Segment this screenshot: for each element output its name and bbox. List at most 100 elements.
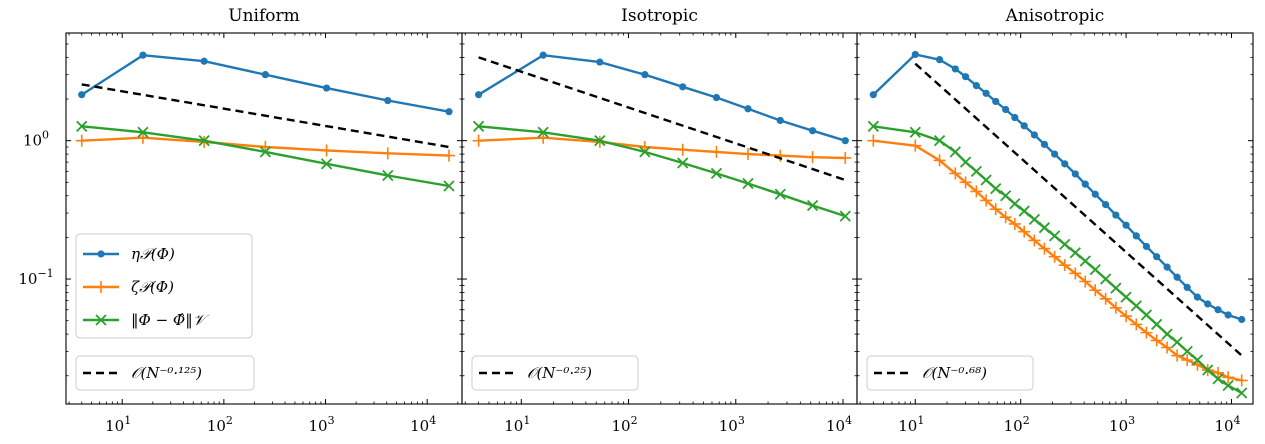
data-point bbox=[1051, 150, 1059, 158]
data-point bbox=[1181, 345, 1193, 358]
data-point bbox=[1238, 315, 1246, 324]
data-point bbox=[322, 84, 331, 92]
data-point bbox=[1122, 221, 1130, 229]
data-point bbox=[1191, 354, 1204, 366]
series-zeta bbox=[75, 131, 455, 162]
x-tick-label: 104 bbox=[410, 414, 436, 435]
data-point bbox=[1020, 122, 1028, 130]
data-point bbox=[596, 58, 604, 66]
y-tick-label: 100 bbox=[23, 129, 49, 150]
data-point bbox=[1204, 300, 1212, 308]
data-point bbox=[1071, 170, 1079, 178]
legend-box bbox=[75, 233, 253, 339]
data-point bbox=[639, 146, 651, 158]
data-point bbox=[78, 91, 86, 99]
legend-entry-zeta: ζ𝒫(Φ) bbox=[83, 278, 174, 296]
data-point bbox=[1102, 201, 1110, 209]
legend-entry-ref: 𝒪(N⁻⁰·¹²⁵) bbox=[83, 364, 202, 382]
data-point bbox=[1120, 310, 1133, 323]
data-point bbox=[539, 51, 547, 59]
data-point bbox=[806, 151, 819, 164]
data-point bbox=[1183, 283, 1191, 292]
data-point bbox=[992, 97, 1000, 106]
x-tick-label: 103 bbox=[1109, 414, 1135, 435]
data-point bbox=[1038, 242, 1051, 255]
data-point bbox=[320, 158, 333, 170]
x-tick-label: 102 bbox=[1004, 414, 1030, 435]
data-point bbox=[472, 120, 485, 132]
data-point bbox=[935, 56, 944, 64]
data-point bbox=[951, 65, 959, 73]
data-point bbox=[198, 135, 210, 147]
data-point bbox=[1089, 284, 1102, 297]
data-point bbox=[839, 210, 851, 222]
data-point bbox=[1181, 353, 1194, 366]
data-point bbox=[1153, 253, 1161, 261]
data-point bbox=[1079, 255, 1091, 267]
data-point bbox=[959, 156, 972, 168]
data-point bbox=[1009, 198, 1021, 210]
data-point bbox=[806, 199, 819, 212]
panel-isotropic: Isotropic 101 102 103 104 𝒪(N⁻⁰·²⁵) bbox=[461, 6, 858, 435]
data-point bbox=[384, 96, 392, 105]
data-point bbox=[911, 50, 919, 59]
legend-label: 𝒪(N⁻⁰·²⁵) bbox=[527, 364, 592, 382]
data-point bbox=[1099, 292, 1112, 305]
data-point bbox=[712, 93, 721, 102]
data-point bbox=[679, 83, 687, 91]
data-point bbox=[676, 143, 689, 156]
series-eta bbox=[869, 50, 1246, 324]
data-point bbox=[1011, 113, 1019, 122]
series-line-zeta bbox=[478, 136, 846, 160]
data-point bbox=[1236, 387, 1248, 399]
panel-title: Anisotropic bbox=[1005, 6, 1105, 26]
data-point bbox=[1069, 267, 1082, 280]
data-point bbox=[259, 146, 272, 158]
data-point bbox=[1193, 293, 1202, 301]
x-tick-label: 102 bbox=[207, 414, 233, 435]
data-point bbox=[641, 71, 649, 79]
data-point bbox=[1235, 374, 1248, 387]
data-point bbox=[1110, 282, 1122, 294]
data-point bbox=[980, 174, 992, 186]
data-point bbox=[75, 134, 88, 147]
data-point bbox=[537, 131, 550, 144]
data-point bbox=[1202, 364, 1214, 376]
x-tick-label: 101 bbox=[504, 414, 530, 435]
data-point bbox=[139, 51, 147, 59]
y-tick-label: 10−1 bbox=[18, 267, 53, 288]
data-point bbox=[1112, 211, 1120, 219]
series-ref bbox=[914, 62, 1243, 357]
legend-label: 𝒪(N⁻⁰·¹²⁵) bbox=[131, 364, 202, 382]
data-point bbox=[839, 151, 852, 164]
x-tick-label: 101 bbox=[105, 414, 131, 435]
plot-frame bbox=[856, 32, 1254, 405]
data-point bbox=[1140, 309, 1153, 321]
legend-label: ‖Φ − Φ̂‖𝒱 bbox=[131, 311, 210, 329]
data-point bbox=[742, 177, 754, 190]
data-point bbox=[774, 149, 787, 162]
data-point bbox=[1018, 225, 1031, 238]
series-line-ref bbox=[914, 62, 1243, 357]
data-point bbox=[867, 134, 880, 147]
data-point bbox=[1212, 366, 1225, 379]
series-line-eta bbox=[477, 53, 846, 142]
data-point bbox=[443, 180, 455, 192]
data-point bbox=[970, 185, 983, 198]
data-point bbox=[442, 149, 455, 162]
data-point bbox=[909, 126, 921, 138]
data-point bbox=[869, 91, 877, 99]
legend-marker bbox=[95, 281, 107, 293]
data-point bbox=[445, 108, 453, 116]
data-point bbox=[970, 165, 983, 178]
x-tick-label: 103 bbox=[308, 414, 334, 435]
data-point bbox=[741, 148, 754, 161]
series-zeta bbox=[867, 134, 1248, 387]
plot-frame bbox=[461, 32, 858, 405]
x-tick-label: 101 bbox=[898, 414, 924, 435]
data-point bbox=[1222, 379, 1234, 392]
data-point bbox=[475, 91, 483, 99]
data-point bbox=[1171, 349, 1184, 362]
data-point bbox=[1058, 259, 1071, 272]
